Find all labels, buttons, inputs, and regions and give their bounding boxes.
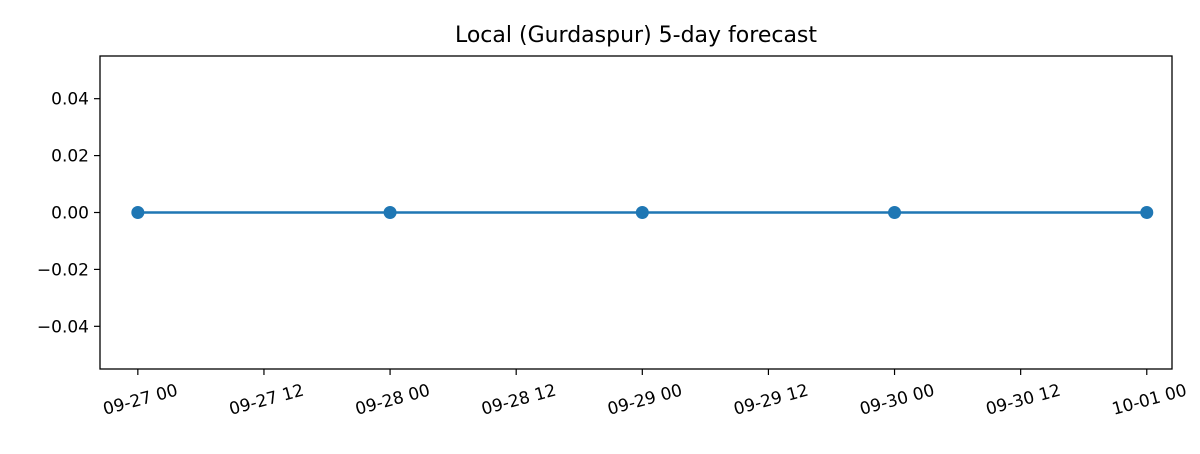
x-tick-label: 09-27 00: [101, 381, 180, 420]
y-tick-label: −0.02: [37, 260, 89, 280]
x-tick-label: 09-28 00: [353, 381, 432, 420]
y-tick-label: 0.00: [51, 204, 89, 224]
plot-frame: [99, 55, 1173, 370]
x-tick-label: 10-01 00: [1110, 381, 1189, 420]
data-point-marker: [635, 206, 649, 219]
series-layer: [131, 206, 1154, 219]
y-axis-ticks: 0.04 0.02 0.00 −0.02 −0.04: [37, 90, 100, 337]
data-point-marker: [888, 206, 902, 219]
chart-title: Local (Gurdaspur) 5-day forecast: [455, 23, 817, 48]
x-tick-label: 09-27 12: [227, 381, 306, 420]
x-tick-label: 09-30 12: [984, 381, 1063, 420]
x-tick-label: 09-29 12: [732, 381, 811, 420]
y-tick-label: 0.02: [51, 147, 89, 167]
x-tick-label: 09-28 12: [479, 381, 558, 420]
x-tick-label: 09-29 00: [606, 381, 685, 420]
data-point-marker: [131, 206, 145, 219]
x-tick-label: 09-30 00: [858, 381, 937, 420]
y-tick-label: 0.04: [51, 90, 89, 110]
data-point-marker: [383, 206, 397, 219]
x-axis-ticks: 09-27 00 09-27 12 09-28 00 09-28 12 09-29 00…: [101, 369, 1189, 420]
data-point-marker: [1140, 206, 1154, 219]
y-tick-label: −0.04: [37, 317, 89, 337]
